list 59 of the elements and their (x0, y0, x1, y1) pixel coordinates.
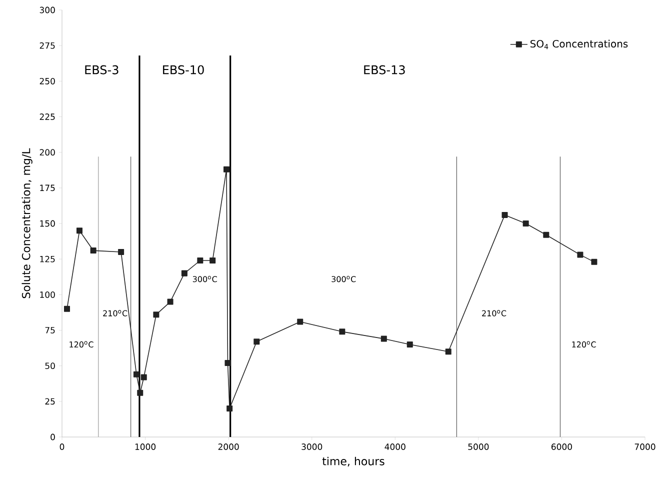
annotation: 120$^{o}$C (70, 341, 94, 348)
point (591, 258, 598, 265)
point (167, 298, 174, 305)
point (153, 312, 160, 318)
annotation: 210$^{o}$C (103, 310, 128, 316)
x-tick-label: 7000 (634, 444, 656, 450)
point (224, 360, 231, 366)
x-tick-label: 5000 (468, 444, 489, 450)
y-tick-label: 250 (40, 78, 55, 84)
point (118, 248, 124, 255)
x-tick-label: 3000 (302, 444, 322, 450)
point (197, 258, 204, 264)
point (137, 390, 144, 396)
point (254, 338, 260, 345)
y-tick-label: 300 (40, 6, 55, 14)
point (577, 252, 584, 258)
x-tick-label: 0 (60, 444, 64, 450)
y-tick-label: 50 (45, 362, 55, 370)
x-axis-title: time, hours (322, 456, 384, 466)
y-tick-label: 175 (40, 184, 55, 192)
y-tick-label: 200 (40, 149, 55, 156)
y-tick-label: 150 (40, 220, 55, 227)
y-tick-label: 225 (40, 114, 55, 120)
point (339, 328, 346, 335)
point (76, 228, 82, 234)
point (140, 374, 147, 380)
point (543, 232, 550, 238)
point (133, 371, 140, 378)
annotation: 210$^{o}$C (482, 310, 506, 316)
annotation: 120$^{o}$C (572, 341, 596, 348)
x-tick-label: 6000 (552, 444, 572, 450)
x-tick-label: 4000 (384, 444, 406, 450)
y-axis-title: Solute Concentration, mg/L (22, 148, 32, 298)
annotation: EBS-10 (163, 65, 204, 74)
y-tick-label: 0 (50, 434, 55, 440)
point (297, 318, 304, 325)
point (223, 166, 230, 172)
annotation: 300$^{o}$C (192, 276, 217, 282)
point (522, 220, 529, 226)
point (445, 348, 452, 355)
point (226, 406, 233, 412)
x-tick-label: 2000 (218, 444, 239, 450)
point (406, 341, 413, 348)
annotation: 300$^{o}$C (332, 276, 356, 282)
x-tick-label: 1000 (135, 444, 156, 450)
y-tick-label: 25 (45, 398, 55, 405)
annotation: EBS-13 (364, 65, 405, 74)
point (64, 306, 70, 312)
point (90, 248, 96, 254)
y-tick-label: 100 (40, 291, 55, 298)
y-tick-label: 275 (40, 42, 55, 49)
annotation: EBS-3 (85, 65, 118, 74)
y-tick-label: 125 (40, 256, 55, 262)
legend-label: SO$_{4}$ Concentrations (530, 40, 628, 50)
point (210, 258, 216, 264)
point (380, 336, 387, 342)
y-tick-label: 75 (45, 327, 55, 334)
point (502, 212, 508, 218)
point (181, 270, 188, 276)
